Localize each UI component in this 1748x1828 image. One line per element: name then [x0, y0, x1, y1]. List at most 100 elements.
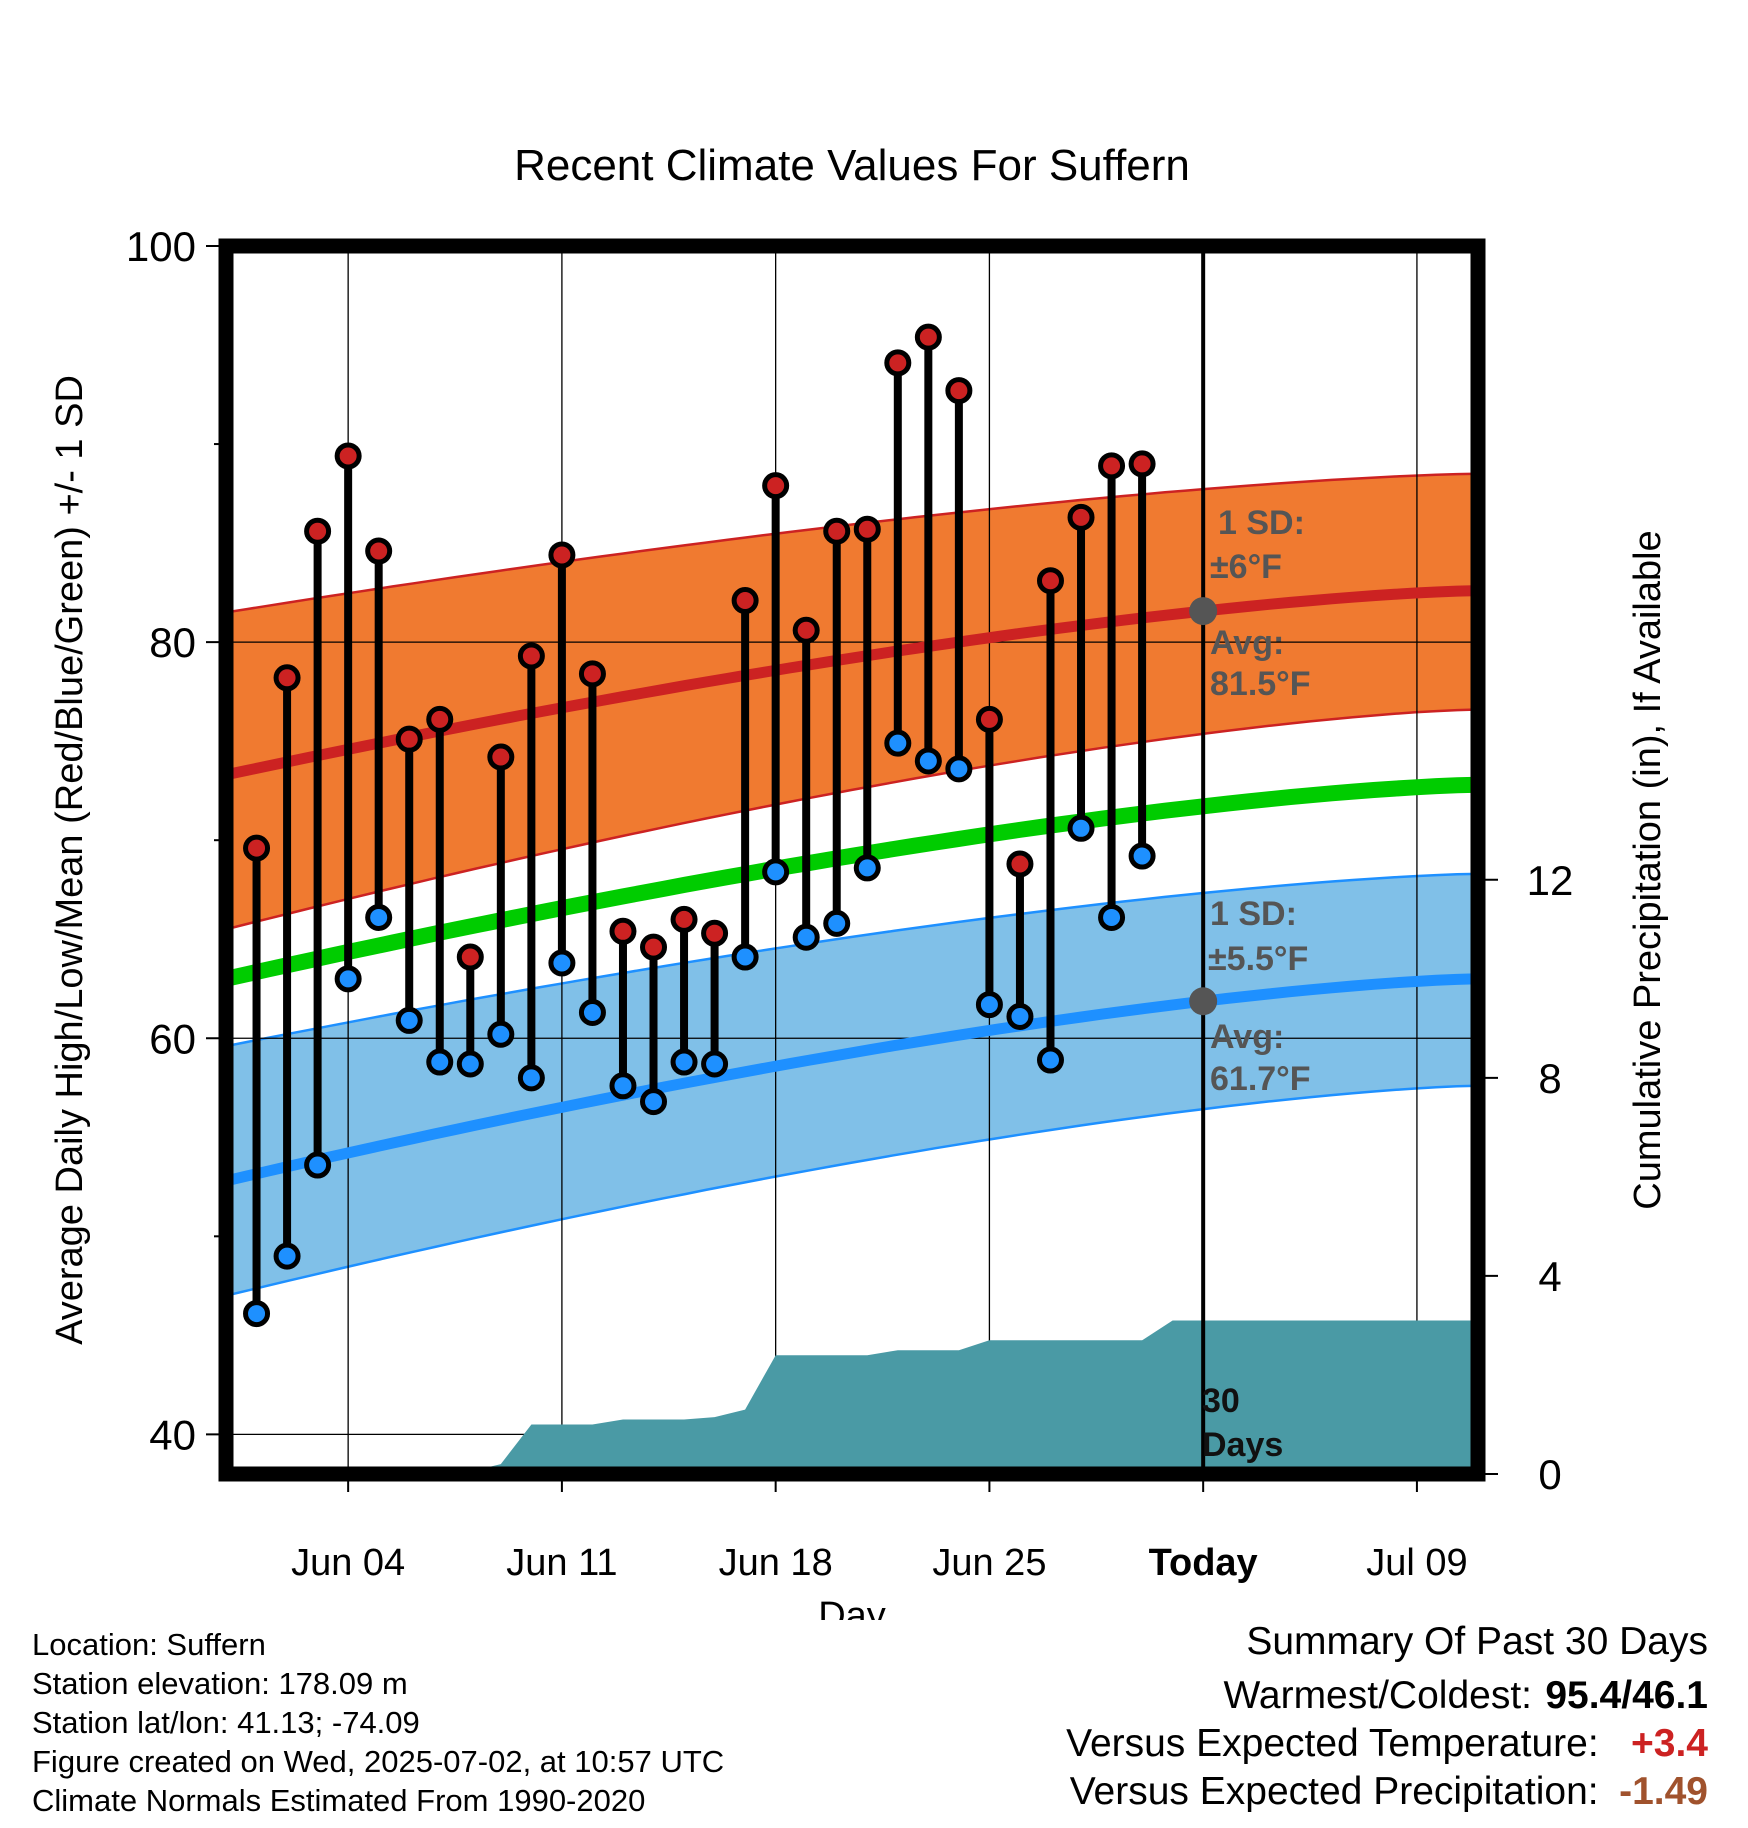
daily-high-point: [823, 517, 851, 545]
y-tick-label: 100: [126, 223, 196, 270]
daily-high-point: [578, 660, 606, 688]
high-sd-upper-line: [226, 472, 1478, 614]
daily-high-point: [1098, 452, 1126, 480]
daily-high-point: [487, 743, 515, 771]
x-tick-label: Jul 09: [1366, 1542, 1467, 1584]
daily-low-point: [792, 923, 820, 951]
daily-high-point: [395, 725, 423, 753]
temp-anomaly-row: Versus Expected Temperature: +3.4: [1066, 1722, 1708, 1766]
daily-high-point: [945, 377, 973, 405]
summary-title: Summary Of Past 30 Days: [1246, 1620, 1708, 1663]
daily-high-point: [731, 587, 759, 615]
daily-high-point: [1006, 850, 1034, 878]
daily-low-point: [701, 1050, 729, 1078]
daily-high-point: [884, 349, 912, 377]
daily-low-point: [426, 1048, 454, 1076]
daily-high-point: [670, 905, 698, 933]
low-sd-upper-line: [226, 872, 1478, 1048]
days-count-label: 30: [1202, 1382, 1240, 1420]
y-tick-label: 80: [149, 619, 196, 666]
daily-high-point: [640, 933, 668, 961]
precipitation-area: [409, 1320, 1478, 1474]
daily-high-point: [609, 917, 637, 945]
high-avg-marker: [1189, 597, 1218, 626]
plot-frame: [218, 238, 1486, 1482]
low-sd-band: [226, 873, 1478, 1296]
daily-low-point: [456, 1050, 484, 1078]
daily-low-point: [304, 1151, 332, 1179]
daily-low-point: [731, 943, 759, 971]
normals-text: Climate Normals Estimated From 1990-2020: [32, 1783, 646, 1818]
high-avg-label: Avg:: [1210, 624, 1284, 662]
y2-tick-label: 4: [1538, 1253, 1561, 1300]
daily-high-point: [1036, 567, 1064, 595]
daily-low-point: [365, 903, 393, 931]
precip-anomaly-label: Versus Expected Precipitation:: [1069, 1770, 1599, 1813]
low-avg-label: Avg:: [1210, 1018, 1284, 1056]
high-sd-label: 1 SD:: [1218, 504, 1305, 542]
daily-high-point: [853, 515, 881, 543]
daily-high-point: [456, 943, 484, 971]
high-sd-value: ±6°F: [1210, 548, 1282, 586]
daily-low-point: [487, 1020, 515, 1048]
daily-high-point: [1128, 450, 1156, 478]
precip-anomaly-value: -1.49: [1619, 1770, 1708, 1813]
high-sd-band: [226, 473, 1478, 930]
created-text: Figure created on Wed, 2025-07-02, at 10…: [32, 1744, 725, 1779]
latlon-text: Station lat/lon: 41.13; -74.09: [32, 1705, 420, 1740]
y2-tick-label: 8: [1538, 1055, 1561, 1102]
x-tick-label: Jun 25: [932, 1542, 1046, 1584]
daily-low-point: [578, 999, 606, 1027]
daily-low-point: [1128, 842, 1156, 870]
summary-panel: Summary Of Past 30 Days Warmest/Coldest:…: [1066, 1620, 1708, 1814]
daily-low-point: [517, 1064, 545, 1092]
daily-high-point: [975, 705, 1003, 733]
daily-low-point: [762, 858, 790, 886]
daily-high-point: [426, 705, 454, 733]
x-axis-label: Day: [818, 1595, 886, 1620]
daily-high-point: [334, 442, 362, 470]
y-axis-label: Average Daily High/Low/Mean (Red/Blue/Gr…: [49, 375, 91, 1345]
y2-tick-label: 12: [1527, 857, 1574, 904]
daily-low-point: [884, 729, 912, 757]
daily-high-point: [548, 541, 576, 569]
daily-low-point: [1067, 814, 1095, 842]
daily-high-point: [762, 472, 790, 500]
daily-low-point: [609, 1072, 637, 1100]
precip-anomaly-row: Versus Expected Precipitation: -1.49: [1066, 1770, 1708, 1814]
daily-high-point: [365, 537, 393, 565]
daily-low-point: [273, 1242, 301, 1270]
high-sd-lower-line: [226, 708, 1478, 931]
warmest-coldest-label: Warmest/Coldest:: [1223, 1674, 1532, 1717]
daily-high-point: [1067, 503, 1095, 531]
daily-high-point: [517, 642, 545, 670]
warmest-coldest-value: 95.4/46.1: [1545, 1674, 1708, 1717]
x-tick-label: Jun 04: [291, 1542, 405, 1584]
daily-low-point: [395, 1006, 423, 1034]
temp-anomaly-label: Versus Expected Temperature:: [1066, 1722, 1599, 1765]
climate-chart: Recent Climate Values For Suffern 1 SD: ±6…: [49, 141, 1669, 1620]
plot-area: [226, 246, 1478, 1474]
y-tick-label: 60: [149, 1015, 196, 1062]
x-tick-label: Today: [1149, 1542, 1258, 1584]
warmest-coldest-row: Warmest/Coldest: 95.4/46.1: [1066, 1674, 1708, 1718]
daily-high-point: [243, 834, 271, 862]
daily-low-point: [243, 1300, 271, 1328]
low-avg-marker: [1189, 987, 1218, 1016]
daily-low-point: [1098, 903, 1126, 931]
station-info: Location: Suffern Station elevation: 178…: [32, 1625, 724, 1820]
daily-low-point: [853, 854, 881, 882]
daily-low-point: [1006, 1002, 1034, 1030]
low-sd-value: ±5.5°F: [1208, 940, 1308, 978]
daily-low-point: [334, 965, 362, 993]
location-text: Location: Suffern: [32, 1627, 266, 1662]
daily-low-point: [640, 1088, 668, 1116]
daily-low-point: [914, 747, 942, 775]
daily-low-point: [823, 909, 851, 937]
y2-tick-label: 0: [1538, 1451, 1561, 1498]
high-avg-value: 81.5°F: [1210, 665, 1311, 703]
temp-anomaly-value: +3.4: [1631, 1722, 1708, 1765]
x-tick-label: Jun 11: [506, 1542, 617, 1584]
daily-high-point: [701, 919, 729, 947]
x-tick-label: Jun 18: [719, 1542, 833, 1584]
